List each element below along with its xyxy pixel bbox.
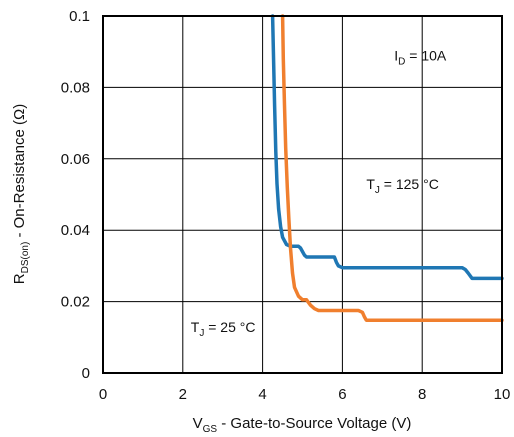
y-tick-labels: 0 0.02 0.04 0.06 0.08 0.1: [61, 8, 90, 382]
x-tick-label: 8: [418, 386, 426, 403]
x-tick-label: 10: [494, 386, 511, 403]
x-tick-label: 6: [338, 386, 346, 403]
annotation-label: ID = 10A: [394, 48, 447, 68]
y-tick-label: 0.02: [61, 294, 90, 311]
y-tick-label: 0: [82, 365, 90, 382]
grid: [103, 16, 502, 373]
annotation-label: TJ = 25 °C: [191, 319, 256, 339]
y-tick-label: 0.08: [61, 79, 90, 96]
x-tick-labels: 0 2 4 6 8 10: [99, 386, 511, 403]
plot-frame: [102, 15, 503, 374]
x-axis-title-main: V: [193, 415, 203, 432]
y-axis-title-sub: DS(on): [20, 242, 31, 274]
y-tick-label: 0.1: [69, 8, 90, 25]
x-tick-label: 2: [179, 386, 187, 403]
x-axis-title-sub: GS: [203, 424, 218, 435]
y-axis-title-main: R: [11, 273, 28, 284]
y-axis-title: RDS(on) - On-Resistance (Ω): [11, 104, 31, 284]
annotation-label: TJ = 125 °C: [366, 176, 438, 196]
series-line-1: [270, 14, 504, 281]
series-line-2: [280, 14, 504, 322]
x-tick-label: 4: [258, 386, 266, 403]
x-axis-title-rest: - Gate-to-Source Voltage (V): [217, 415, 411, 432]
y-tick-label: 0.06: [61, 151, 90, 168]
annotations: ID = 10A TJ = 125 °C TJ = 25 °C: [191, 48, 447, 339]
x-tick-label: 0: [99, 386, 107, 403]
series-layer: [270, 14, 504, 322]
y-axis-title-rest: - On-Resistance (Ω): [11, 104, 28, 242]
y-tick-label: 0.04: [61, 222, 90, 239]
x-axis-title: VGS - Gate-to-Source Voltage (V): [193, 415, 412, 435]
